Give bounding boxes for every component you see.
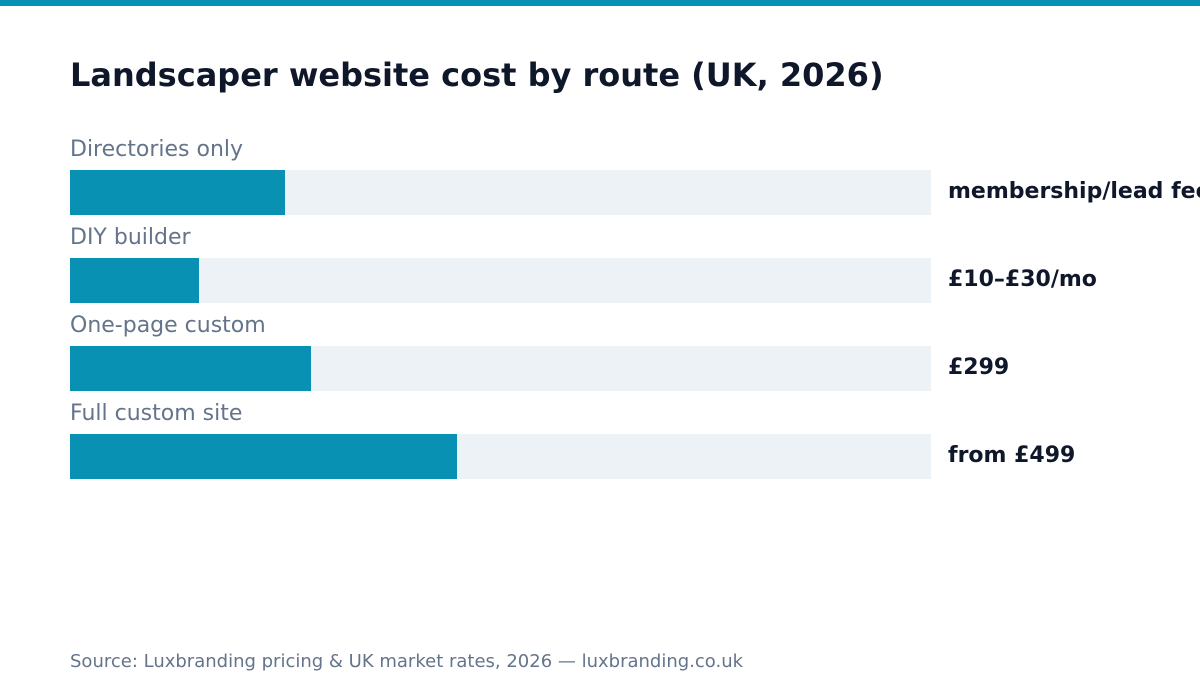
- bar-fill: [70, 346, 311, 391]
- category-label: One-page custom: [70, 313, 266, 338]
- bar-track: [70, 434, 931, 479]
- top-accent-rule: [0, 0, 1200, 6]
- bar-row: DIY builder £10–£30/mo: [70, 224, 1200, 312]
- bar-row: One-page custom £299: [70, 312, 1200, 400]
- bar-fill: [70, 258, 199, 303]
- bar-track: [70, 170, 931, 215]
- category-label: Full custom site: [70, 401, 243, 426]
- source-note: Source: Luxbranding pricing & UK market …: [70, 651, 744, 672]
- value-label: membership/lead fees: [948, 179, 1200, 204]
- bar-track: [70, 346, 931, 391]
- bar-row: Directories only membership/lead fees: [70, 136, 1200, 224]
- bar-rows: Directories only membership/lead fees DIY …: [70, 136, 1200, 488]
- bar-fill: [70, 170, 285, 215]
- bar-fill: [70, 434, 457, 479]
- value-label: £299: [948, 355, 1010, 380]
- category-label: Directories only: [70, 137, 244, 162]
- bar-row: Full custom site from £499: [70, 400, 1200, 488]
- value-label: £10–£30/mo: [948, 267, 1097, 292]
- category-label: DIY builder: [70, 225, 191, 250]
- value-label: from £499: [948, 443, 1076, 468]
- chart-title: Landscaper website cost by route (UK, 20…: [70, 56, 884, 94]
- bar-track: [70, 258, 931, 303]
